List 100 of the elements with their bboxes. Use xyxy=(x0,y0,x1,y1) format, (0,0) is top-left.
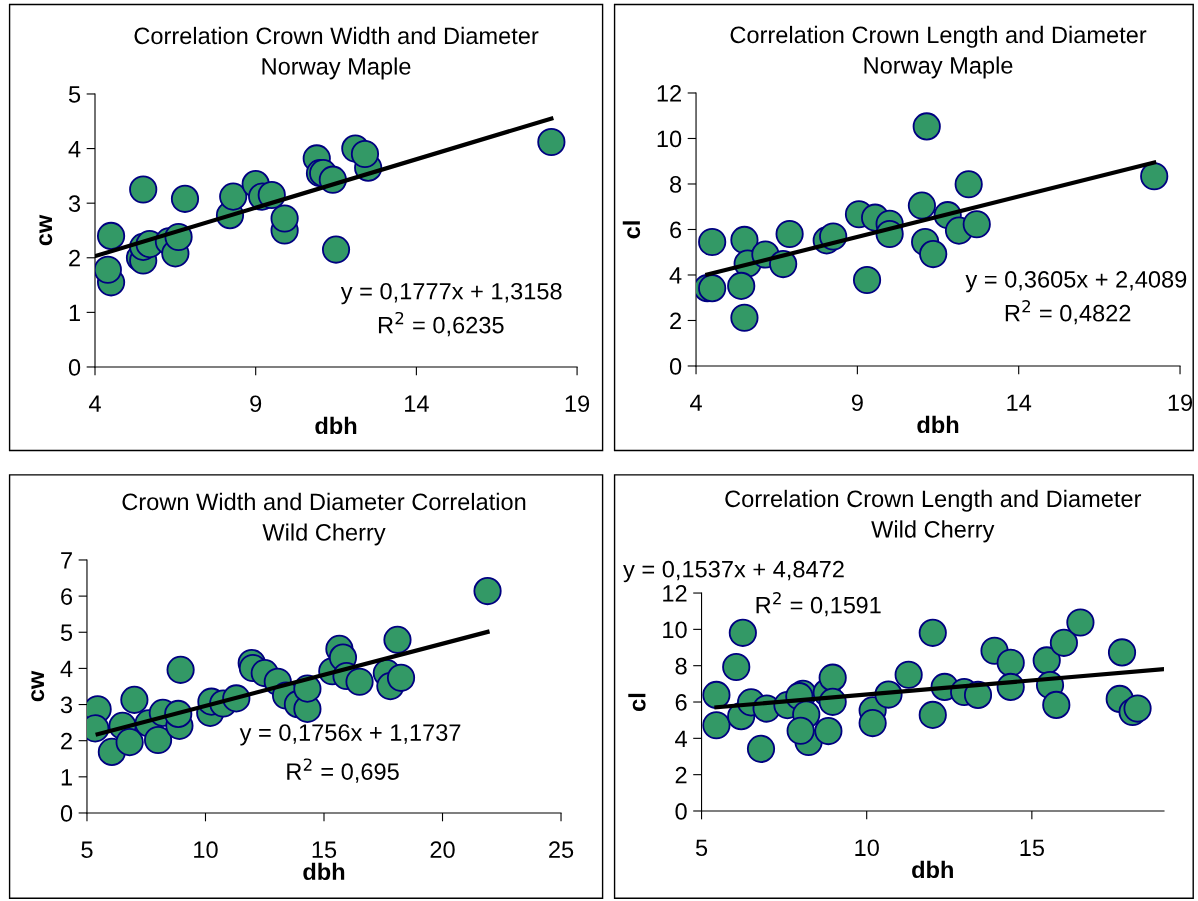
point xyxy=(144,725,173,755)
point xyxy=(907,191,936,220)
annotation: y = 0,1777x + 1,3158 xyxy=(340,282,562,305)
y-tick-label: 2 xyxy=(61,732,72,750)
point xyxy=(219,182,248,211)
y-tick-label: 0 xyxy=(675,803,687,820)
point xyxy=(818,663,847,692)
annotation: R$^{2}$ = 0,6235 xyxy=(378,311,504,337)
x-tick-label: 4 xyxy=(690,394,702,411)
chart-title: Crown Width and Diameter Correlation Wild Cherry xyxy=(122,492,526,546)
y-tick-label: 12 xyxy=(657,85,681,102)
point xyxy=(1107,638,1137,667)
point xyxy=(1066,608,1095,637)
point xyxy=(1140,162,1169,191)
point xyxy=(702,711,731,740)
y-tick-label: 5 xyxy=(68,86,81,103)
y-axis-title: cl xyxy=(622,221,641,239)
point xyxy=(350,139,380,169)
point xyxy=(698,274,727,303)
y-axis-title: cw xyxy=(39,214,53,246)
x-tick-label: 4 xyxy=(88,395,101,412)
x-tick-label: 25 xyxy=(549,841,574,859)
y-tick-label: 0 xyxy=(68,359,81,376)
chart-title: Correlation Crown Width and Diameter Norway Maple xyxy=(134,26,539,80)
y-tick-label: 12 xyxy=(663,585,687,602)
y-tick-label: 2 xyxy=(69,249,80,267)
y-tick-label: 0 xyxy=(669,358,682,375)
chart-title: Correlation Crown Length and Diameter Wild Cherry xyxy=(725,489,1142,543)
x-tick-label: 10 xyxy=(194,841,218,859)
point xyxy=(698,227,727,257)
point xyxy=(996,648,1025,677)
point xyxy=(345,667,374,696)
y-tick-label: 2 xyxy=(670,312,681,330)
point xyxy=(786,716,815,745)
y-axis-title: cl xyxy=(628,693,646,711)
x-tick-label: 19 xyxy=(565,395,590,413)
point xyxy=(537,127,566,157)
point xyxy=(858,709,887,738)
point xyxy=(918,618,947,647)
y-tick-label: 10 xyxy=(657,130,682,148)
point xyxy=(730,225,759,255)
x-axis-title: dbh xyxy=(917,415,959,434)
x-tick-label: 15 xyxy=(1020,839,1044,857)
x-tick-label: 14 xyxy=(1007,394,1032,411)
y-tick-label: 4 xyxy=(60,660,73,677)
y-tick-label: 6 xyxy=(61,588,73,605)
point xyxy=(912,112,941,141)
point xyxy=(321,235,351,264)
point xyxy=(919,239,948,269)
x-tick-label: 20 xyxy=(430,841,455,859)
point xyxy=(918,700,947,729)
text: y = 0,1537x + 4,8472 xyxy=(623,560,844,583)
y-tick-label: 7 xyxy=(61,552,72,569)
annotation: R$^{2}$ = 0,4822 xyxy=(1005,300,1131,325)
point xyxy=(746,734,776,763)
x-axis-title: dbh xyxy=(315,416,357,435)
point xyxy=(814,716,843,746)
point xyxy=(962,210,991,239)
annotation: y = 0,3605x + 2,4089 xyxy=(965,270,1187,293)
x-axis-title: dbh xyxy=(303,862,345,881)
point xyxy=(702,680,731,710)
x-tick-label: 9 xyxy=(250,395,262,413)
y-tick-label: 4 xyxy=(68,140,81,158)
x-tick-label: 19 xyxy=(1168,394,1193,412)
x-tick-label: 10 xyxy=(855,839,879,857)
y-tick-label: 10 xyxy=(663,621,687,639)
y-tick-label: 4 xyxy=(675,730,687,747)
point xyxy=(852,265,882,295)
point xyxy=(120,685,149,714)
annotation: y = 0,1756x + 1,1737 xyxy=(239,724,461,746)
y-tick-label: 6 xyxy=(675,694,687,711)
point xyxy=(727,271,756,300)
y-axis-title: cw xyxy=(31,670,45,702)
point xyxy=(775,219,804,249)
annotation: R$^{2}$ = 0,695 xyxy=(287,758,399,783)
y-tick-label: 1 xyxy=(61,769,72,786)
chart-title: Correlation Crown Length and Diameter Norway Maple xyxy=(730,25,1147,79)
point xyxy=(1123,694,1152,723)
point xyxy=(722,652,751,682)
y-tick-label: 0 xyxy=(60,805,73,822)
point xyxy=(96,221,126,251)
y-tick-label: 4 xyxy=(669,267,682,284)
point xyxy=(1032,646,1061,675)
point xyxy=(1049,628,1078,657)
y-tick-label: 3 xyxy=(60,696,73,714)
point xyxy=(170,184,200,213)
y-tick-label: 1 xyxy=(69,304,80,321)
point xyxy=(95,255,122,284)
y-tick-label: 8 xyxy=(675,657,687,675)
point xyxy=(728,618,757,647)
point xyxy=(383,625,412,654)
point xyxy=(473,576,502,606)
y-tick-label: 6 xyxy=(670,221,682,239)
point xyxy=(730,303,759,332)
annotation: R$^{2}$ = 0,1591 xyxy=(756,592,881,617)
point xyxy=(1042,690,1071,720)
point xyxy=(115,728,144,757)
y-tick-label: 3 xyxy=(68,195,81,212)
x-tick-label: 14 xyxy=(405,395,429,412)
point xyxy=(270,204,299,233)
